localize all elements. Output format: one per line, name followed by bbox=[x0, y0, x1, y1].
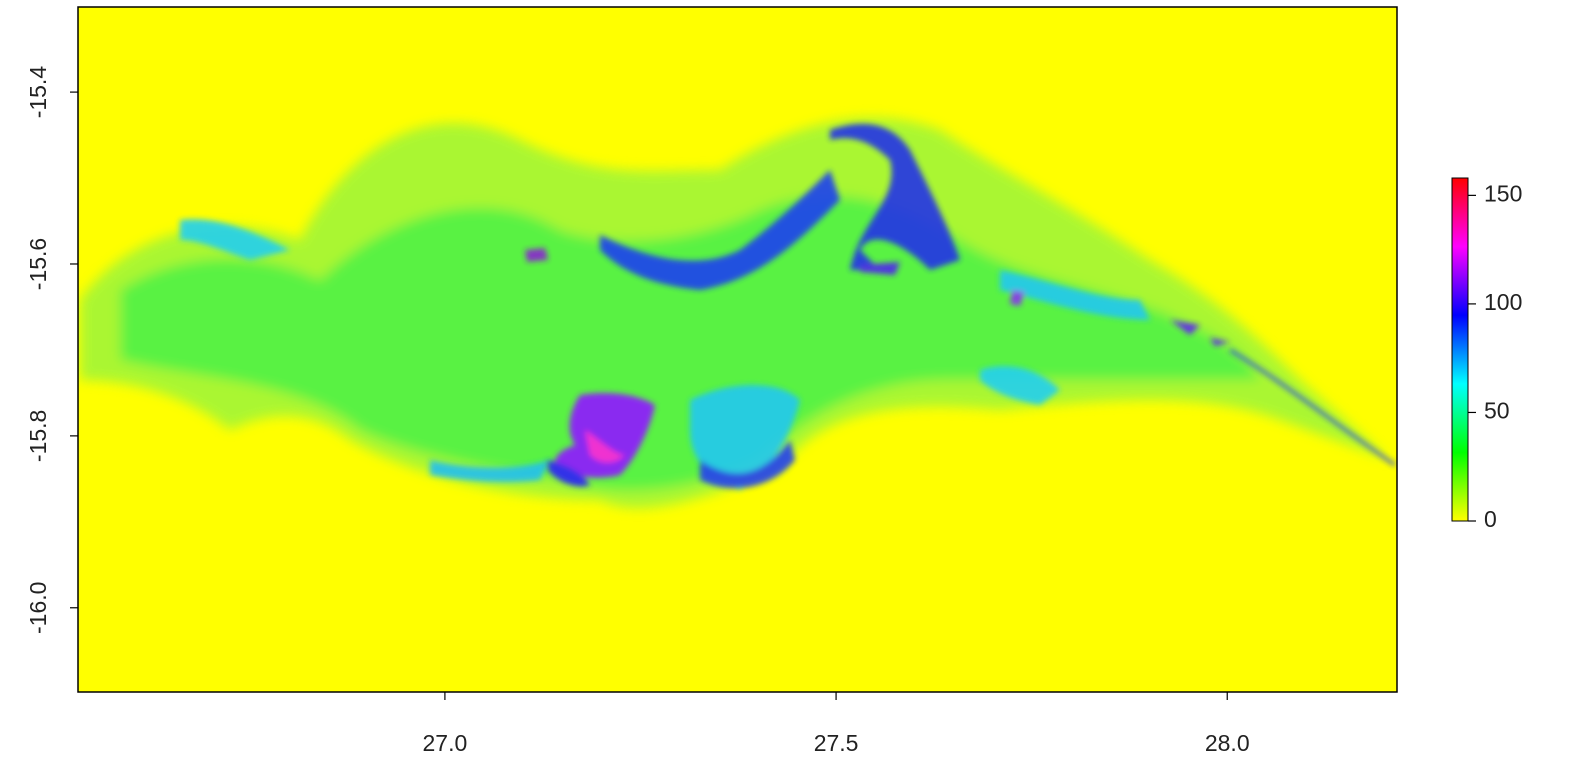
y-tick-label: -16.0 bbox=[25, 582, 51, 634]
y-tick-label: -15.4 bbox=[25, 66, 51, 119]
y-tick-label: -15.8 bbox=[25, 410, 51, 462]
color-bar-label: 0 bbox=[1484, 506, 1497, 532]
x-tick-label: 27.5 bbox=[814, 730, 859, 756]
color-bar-label: 50 bbox=[1484, 398, 1510, 424]
color-bar-label: 100 bbox=[1484, 289, 1522, 315]
raster-image bbox=[78, 7, 1397, 692]
color-bar-label: 150 bbox=[1484, 180, 1522, 206]
color-bar bbox=[1451, 177, 1469, 522]
x-tick-label: 27.0 bbox=[423, 730, 468, 756]
y-tick-label: -15.6 bbox=[25, 238, 51, 290]
x-tick-label: 28.0 bbox=[1205, 730, 1250, 756]
plot-frame bbox=[77, 6, 1398, 693]
